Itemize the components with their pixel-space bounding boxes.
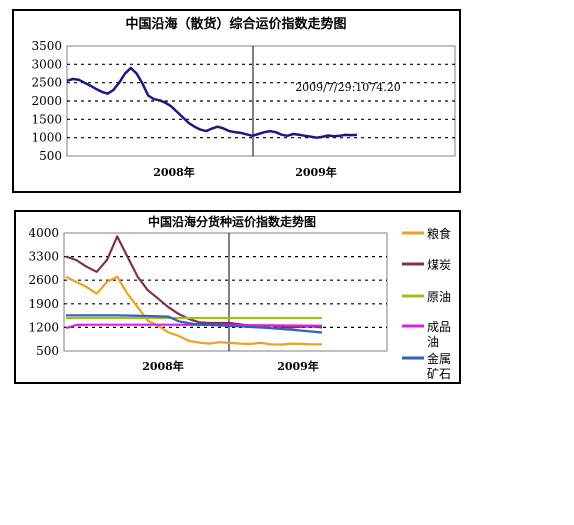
chart2-ytick-label: 500: [36, 344, 59, 358]
cargo-type-index-chart: 中国沿海分货种运价指数走势图 4000 3300 2600 1900 1200 500 2…: [14, 210, 461, 384]
chart2-series-line-4: [66, 314, 323, 334]
legend-label-3-line1: 油: [427, 335, 439, 349]
chart1-ytick-label: 2500: [31, 76, 62, 90]
chart1-series-line: [66, 66, 358, 139]
chart2-title: 中国沿海分货种运价指数走势图: [148, 214, 316, 229]
chart1-xtick-2009: 2009年: [295, 165, 337, 179]
chart2-xtick-2009: 2009年: [277, 359, 319, 373]
chart2-ytick-label: 4000: [28, 226, 59, 240]
chart1-annotation: 2009/7/29:1074.20: [295, 81, 401, 94]
chart1-ytick-label: 500: [39, 149, 62, 163]
chart2-plot-area: [63, 232, 388, 352]
chart1-ytick-label: 2000: [31, 94, 62, 108]
chart2-xtick-2008: 2008年: [142, 359, 184, 373]
legend-label-4-line1: 矿石: [427, 367, 451, 381]
chart1-xtick-2008: 2008年: [153, 165, 195, 179]
chart1-ytick-label: 3000: [31, 57, 62, 71]
legend-label-3-line0: 成品: [427, 320, 451, 334]
chart2-ytick-label: 1900: [28, 297, 59, 311]
chart2-series-line-0: [65, 275, 322, 346]
chart2-ytick-label: 2600: [28, 273, 59, 287]
composite-index-chart: 中国沿海（散货）综合运价指数走势图 3500 3000 2500 2000 1500 10…: [12, 9, 461, 193]
chart1-ytick-label: 1000: [31, 131, 62, 145]
chart2-ytick-label: 3300: [28, 250, 59, 264]
chart2-ytick-label: 1200: [28, 320, 59, 334]
chart1-ytick-label: 1500: [31, 112, 62, 126]
chart1-ytick-label: 3500: [31, 39, 62, 53]
legend-label-0: 粮食: [427, 226, 451, 241]
legend-label-4-line0: 金属: [427, 351, 451, 366]
legend-label-1: 煤炭: [427, 258, 451, 272]
chart1-title: 中国沿海（散货）综合运价指数走势图: [125, 16, 346, 32]
legend-label-2: 原油: [427, 290, 451, 304]
chart2-series-line-3: [65, 323, 323, 330]
